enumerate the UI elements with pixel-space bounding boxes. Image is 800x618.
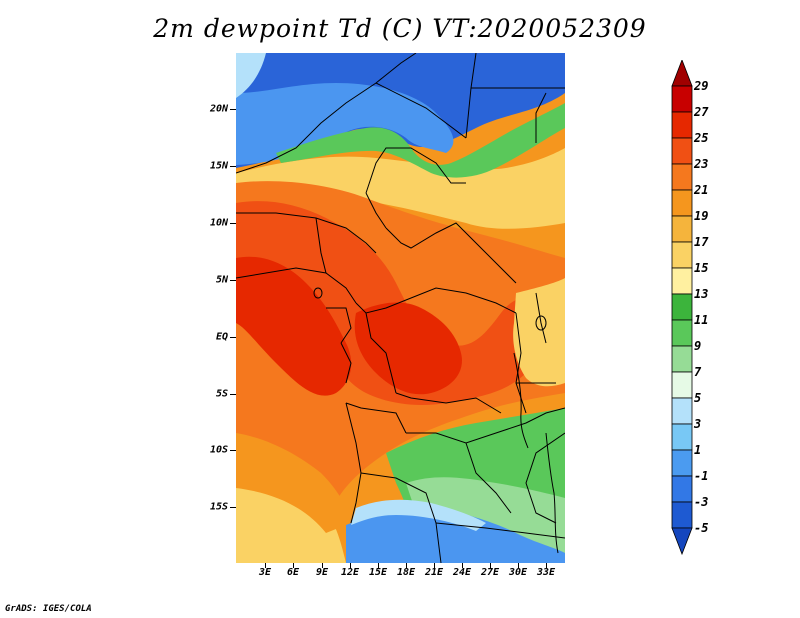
colorbar-label: -5 <box>694 521 709 535</box>
lat-tick <box>230 109 236 110</box>
lon-label: 12E <box>340 567 360 578</box>
colorbar-segment <box>671 423 693 451</box>
colorbar-label: 7 <box>694 365 702 379</box>
field-deepred-coast <box>236 256 352 396</box>
field-lightblue-south <box>351 499 486 531</box>
lon-tick <box>434 563 435 568</box>
colorbar-label: 15 <box>694 261 709 275</box>
lon-tick <box>378 563 379 568</box>
lat-tick <box>230 166 236 167</box>
field-yellow-sw <box>236 483 346 563</box>
lat-tick <box>230 280 236 281</box>
field-blue-south <box>346 506 565 563</box>
lon-tick <box>462 563 463 568</box>
field-yellow-east <box>513 278 565 387</box>
colorbar-label: 9 <box>694 339 702 353</box>
lon-label: 18E <box>396 567 416 578</box>
lat-tick <box>230 394 236 395</box>
dewpoint-map <box>236 53 565 563</box>
colorbar-segment <box>671 475 693 503</box>
colorbar-label: 29 <box>694 79 709 93</box>
lon-tick <box>293 563 294 568</box>
colorbar-label: 19 <box>694 209 709 223</box>
colorbar-label: 13 <box>694 287 709 301</box>
colorbar-segment <box>671 215 693 243</box>
lat-label: 10S <box>209 444 228 456</box>
lat-label: EQ <box>215 331 228 343</box>
colorbar-label: -1 <box>694 469 709 483</box>
lon-label: 6E <box>286 567 300 578</box>
field-blue-north <box>236 83 454 165</box>
lat-label: 20N <box>209 103 228 115</box>
colorbar-segment <box>671 449 693 477</box>
colorbar-label: 17 <box>694 235 709 249</box>
lon-label: 15E <box>368 567 388 578</box>
lon-tick <box>322 563 323 568</box>
colorbar-segment <box>671 267 693 295</box>
lat-label: 5S <box>215 388 228 400</box>
lon-tick <box>490 563 491 568</box>
colorbar-segment <box>671 85 693 113</box>
lon-tick <box>406 563 407 568</box>
field-orange-sw <box>236 433 351 533</box>
colorbar-segment <box>671 241 693 269</box>
lat-tick <box>230 450 236 451</box>
lon-tick <box>350 563 351 568</box>
colorbar-label: 27 <box>694 105 709 119</box>
footer-credit: GrADS: IGES/COLA <box>5 604 92 614</box>
colorbar-segment <box>671 137 693 165</box>
colorbar-segment <box>671 163 693 191</box>
lon-tick <box>265 563 266 568</box>
colorbar-segment <box>671 60 693 87</box>
lat-tick <box>230 507 236 508</box>
map-title: 2m dewpoint Td (C) VT:2020052309 <box>153 14 647 43</box>
colorbar-segment <box>671 293 693 321</box>
field-lightblue-nw <box>236 53 266 98</box>
field-deepred-congo <box>354 302 462 395</box>
lat-label: 5N <box>215 274 228 286</box>
colorbar-segment <box>671 319 693 347</box>
colorbar-segment <box>671 501 693 529</box>
lakes <box>313 287 559 554</box>
colorbar-label: 11 <box>694 313 709 327</box>
colorbar <box>671 60 693 556</box>
lat-tick <box>230 337 236 338</box>
lon-label: 27E <box>480 567 500 578</box>
lon-label: 9E <box>315 567 329 578</box>
field-yellow-north <box>236 148 565 229</box>
field-green-north <box>276 103 565 178</box>
colorbar-label: 1 <box>694 443 702 457</box>
lon-label: 3E <box>258 567 272 578</box>
colorbar-segment <box>671 111 693 139</box>
lon-label: 30E <box>508 567 528 578</box>
lat-label: 15N <box>209 160 228 172</box>
lat-label: 15S <box>209 501 228 513</box>
lon-tick <box>546 563 547 568</box>
colorbar-segment <box>671 371 693 399</box>
colorbar-segment <box>671 527 693 556</box>
colorbar-label: 3 <box>694 417 702 431</box>
lon-label: 21E <box>424 567 444 578</box>
colorbar-segment <box>671 397 693 425</box>
colorbar-label: 23 <box>694 157 709 171</box>
lat-tick <box>230 223 236 224</box>
colorbar-label: 25 <box>694 131 709 145</box>
colorbar-label: -3 <box>694 495 709 509</box>
lon-label: 24E <box>452 567 472 578</box>
colorbar-label: 21 <box>694 183 709 197</box>
lat-label: 10N <box>209 217 228 229</box>
lon-label: 33E <box>536 567 556 578</box>
colorbar-segment <box>671 345 693 373</box>
colorbar-segment <box>671 189 693 217</box>
country-borders <box>236 53 565 563</box>
lon-tick <box>518 563 519 568</box>
colorbar-label: 5 <box>694 391 702 405</box>
